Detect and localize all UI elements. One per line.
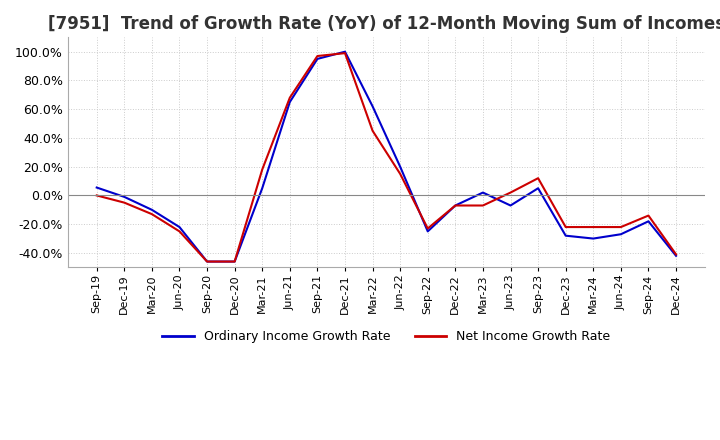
Line: Ordinary Income Growth Rate: Ordinary Income Growth Rate (96, 52, 676, 261)
Net Income Growth Rate (341, 51, 349, 56)
Net Income Growth Rate (396, 171, 405, 176)
Net Income Growth Rate (479, 203, 487, 208)
Net Income Growth Rate (616, 224, 625, 230)
Ordinary Income Growth Rate (230, 259, 239, 264)
Ordinary Income Growth Rate (672, 253, 680, 258)
Net Income Growth Rate (506, 190, 515, 195)
Line: Net Income Growth Rate: Net Income Growth Rate (96, 53, 676, 261)
Ordinary Income Growth Rate (92, 185, 101, 190)
Legend: Ordinary Income Growth Rate, Net Income Growth Rate: Ordinary Income Growth Rate, Net Income … (157, 326, 616, 348)
Ordinary Income Growth Rate (506, 203, 515, 208)
Ordinary Income Growth Rate (120, 194, 129, 199)
Ordinary Income Growth Rate (534, 186, 542, 191)
Net Income Growth Rate (92, 193, 101, 198)
Ordinary Income Growth Rate (423, 229, 432, 234)
Ordinary Income Growth Rate (203, 259, 212, 264)
Net Income Growth Rate (313, 53, 322, 59)
Net Income Growth Rate (258, 167, 266, 172)
Ordinary Income Growth Rate (396, 164, 405, 169)
Net Income Growth Rate (644, 213, 653, 218)
Ordinary Income Growth Rate (368, 104, 377, 109)
Ordinary Income Growth Rate (616, 231, 625, 237)
Ordinary Income Growth Rate (589, 236, 598, 241)
Ordinary Income Growth Rate (562, 233, 570, 238)
Net Income Growth Rate (175, 229, 184, 234)
Ordinary Income Growth Rate (451, 203, 459, 208)
Ordinary Income Growth Rate (286, 99, 294, 105)
Net Income Growth Rate (203, 259, 212, 264)
Net Income Growth Rate (368, 128, 377, 133)
Net Income Growth Rate (672, 252, 680, 257)
Net Income Growth Rate (589, 224, 598, 230)
Net Income Growth Rate (148, 212, 156, 217)
Net Income Growth Rate (534, 176, 542, 181)
Ordinary Income Growth Rate (175, 224, 184, 230)
Title: [7951]  Trend of Growth Rate (YoY) of 12-Month Moving Sum of Incomes: [7951] Trend of Growth Rate (YoY) of 12-… (48, 15, 720, 33)
Net Income Growth Rate (423, 226, 432, 231)
Ordinary Income Growth Rate (148, 207, 156, 213)
Net Income Growth Rate (230, 259, 239, 264)
Ordinary Income Growth Rate (479, 190, 487, 195)
Ordinary Income Growth Rate (341, 49, 349, 55)
Ordinary Income Growth Rate (644, 219, 653, 224)
Net Income Growth Rate (562, 224, 570, 230)
Net Income Growth Rate (286, 95, 294, 100)
Ordinary Income Growth Rate (313, 56, 322, 62)
Net Income Growth Rate (451, 203, 459, 208)
Net Income Growth Rate (120, 200, 129, 205)
Ordinary Income Growth Rate (258, 186, 266, 191)
